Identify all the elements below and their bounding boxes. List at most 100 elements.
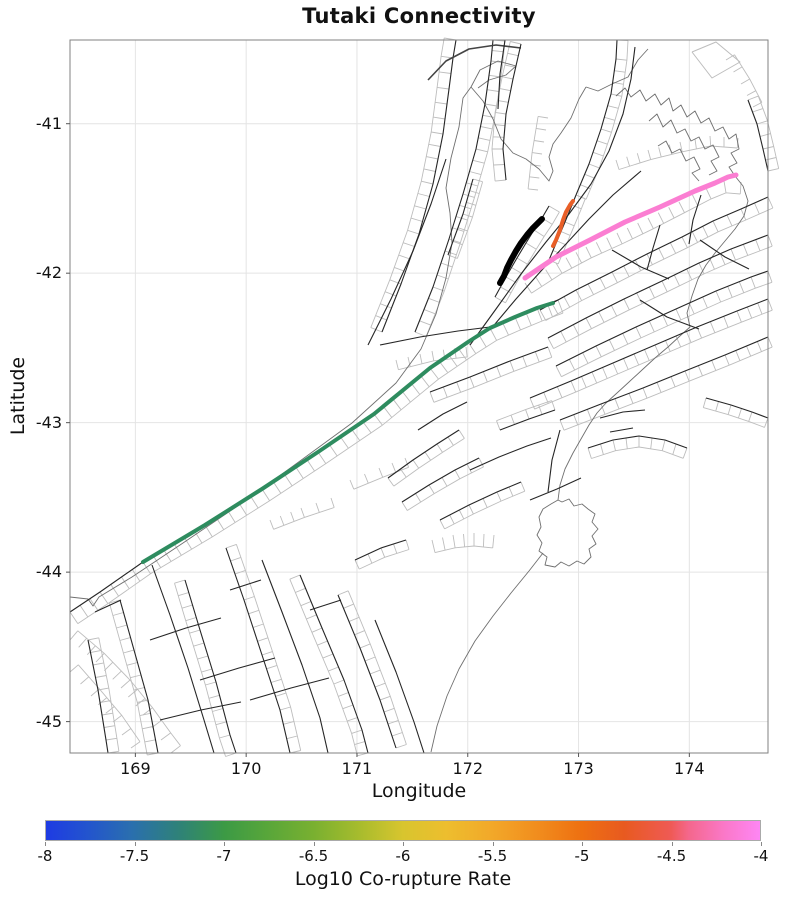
fault-ladder <box>529 298 773 410</box>
colorbar-tick-label: -5 <box>574 847 590 865</box>
colorbar-tick-mark <box>45 842 46 846</box>
fault-trace <box>529 477 582 501</box>
fault-trace <box>87 639 109 754</box>
fault-trace <box>367 158 447 346</box>
y-axis-label: Latitude <box>7 356 29 436</box>
fault-ladder <box>337 590 407 749</box>
fault-trace <box>611 249 670 280</box>
x-tick-label: 173 <box>563 759 594 778</box>
fault-trace <box>555 270 769 367</box>
fault-trace <box>401 457 480 503</box>
fault-ladder <box>401 457 484 511</box>
plot-border <box>69 39 769 754</box>
fault-ladder <box>496 400 556 431</box>
fault-ladder <box>491 41 522 182</box>
fault-ladder <box>354 539 410 570</box>
fault-trace <box>381 39 457 333</box>
colorbar-tick-mark <box>761 842 762 846</box>
map-canvas <box>66 37 780 757</box>
fault-trace <box>599 409 646 419</box>
fault-ladder <box>108 599 159 756</box>
fault-ladder <box>725 54 763 108</box>
highlight-co-rupture-fault-green <box>141 301 555 564</box>
fault-ladder <box>447 178 484 259</box>
fault-trace <box>639 299 700 330</box>
fault-trace <box>705 397 769 419</box>
fault-ladder <box>87 637 120 754</box>
fault-trace <box>499 409 556 431</box>
fault-trace <box>469 437 552 471</box>
colorbar-tick-mark <box>492 842 494 846</box>
coastline <box>470 60 517 89</box>
fault-trace <box>119 599 159 754</box>
coastline <box>648 113 720 176</box>
fault-trace <box>587 435 688 449</box>
fault-ladder <box>431 533 495 554</box>
fault-ladder <box>269 497 335 530</box>
coastline <box>657 140 701 182</box>
coastline <box>430 552 544 753</box>
coastline <box>69 86 472 607</box>
fault-ladder <box>555 270 773 378</box>
y-tick-label: -43 <box>35 412 62 432</box>
fault-trace <box>299 574 369 754</box>
highlight-co-rupture-fault-orange <box>551 199 575 248</box>
fault-trace <box>184 579 237 754</box>
fault-trace <box>575 39 618 196</box>
fault-trace <box>229 579 262 591</box>
fault-trace <box>199 657 276 681</box>
fault-trace <box>417 401 468 431</box>
fault-trace <box>497 39 506 110</box>
x-axis-label: Longitude <box>371 780 467 802</box>
x-tick-label: 170 <box>230 759 262 778</box>
y-tick-label: -42 <box>35 263 62 283</box>
fault-ladder <box>524 180 742 294</box>
fault-ladder <box>349 457 410 490</box>
fault-trace <box>489 170 642 331</box>
fault-trace <box>688 194 702 245</box>
x-tick-label: 172 <box>452 759 484 778</box>
colorbar-tick-label: -7.5 <box>119 847 150 865</box>
colorbar-tick-mark <box>313 842 315 846</box>
colorbar-tick-mark <box>671 842 673 846</box>
highlight-target-fault-tutaki <box>497 216 545 286</box>
colorbar <box>45 820 761 841</box>
fault-trace <box>547 429 561 493</box>
fault-ladder <box>414 39 506 337</box>
fault-trace <box>379 326 491 346</box>
x-tick-label: 171 <box>341 759 373 778</box>
fault-trace <box>439 481 522 521</box>
fault-trace <box>261 559 329 754</box>
colorbar-tick-mark <box>403 842 404 846</box>
fault-ladder <box>429 346 553 403</box>
fault-ladder <box>69 664 141 749</box>
highlight-co-rupture-fault-pink <box>522 172 739 281</box>
colorbar-tick-label: -7 <box>216 847 232 865</box>
fault-trace <box>547 234 769 339</box>
fault-ladder <box>559 336 773 431</box>
fault-trace <box>149 617 222 641</box>
fault-trace <box>151 564 215 754</box>
x-tick-label: 169 <box>120 759 151 778</box>
coastline <box>585 48 649 92</box>
fault-ladder <box>174 579 237 757</box>
y-tick-label: -44 <box>35 562 62 582</box>
plot-area <box>66 37 780 757</box>
coastline <box>470 86 587 182</box>
fault-ladder <box>615 135 739 170</box>
fault-ladder <box>69 299 564 624</box>
fault-trace <box>429 346 549 393</box>
fault-trace <box>447 178 474 256</box>
fault-trace <box>747 99 769 172</box>
coastline <box>536 498 599 568</box>
fault-ladder <box>702 397 769 428</box>
fault-trace <box>609 427 634 433</box>
figure-title: Tutaki Connectivity <box>302 4 536 28</box>
fault-ladder <box>527 115 549 191</box>
fault-ladder <box>370 37 457 333</box>
coastline <box>615 87 740 177</box>
colorbar-tick-label: -4.5 <box>656 847 687 865</box>
colorbar-tick-label: -4 <box>753 847 769 865</box>
y-tick-label: -45 <box>35 711 62 731</box>
fault-trace <box>159 701 242 721</box>
